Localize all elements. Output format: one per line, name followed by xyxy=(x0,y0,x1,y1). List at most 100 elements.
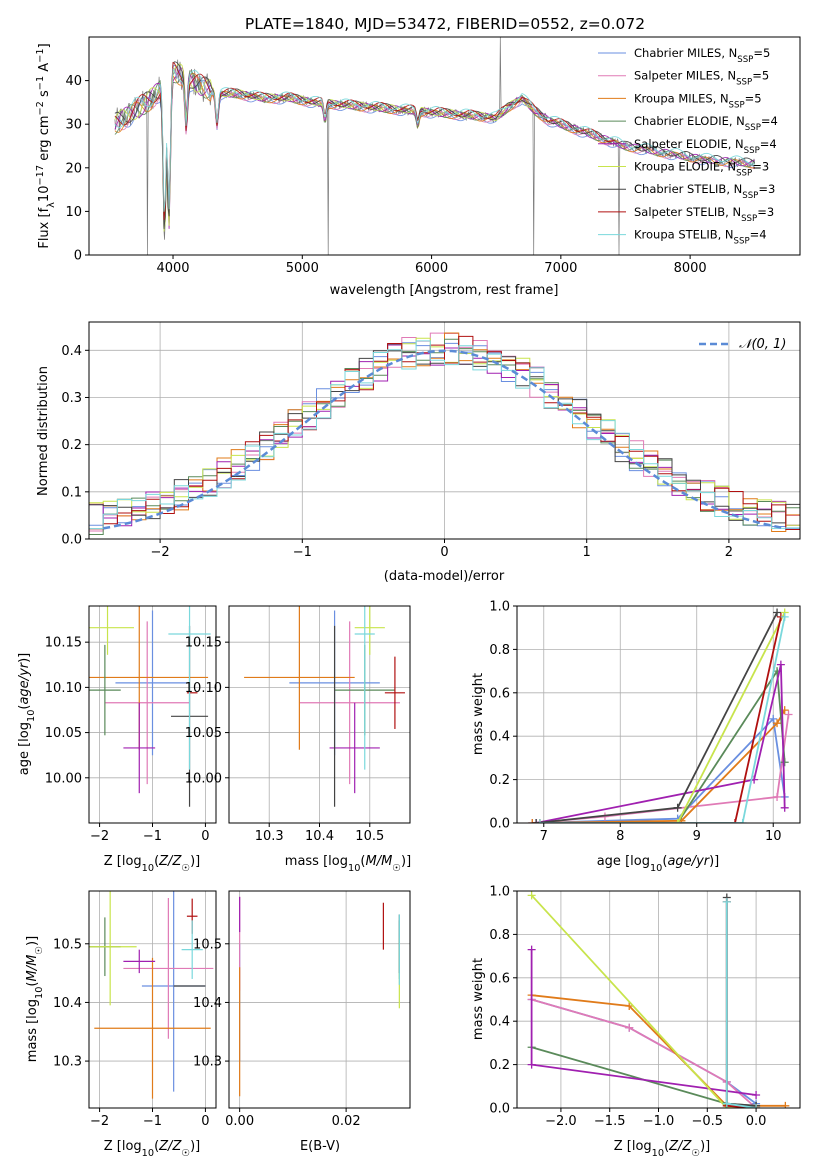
mass-weight-line xyxy=(531,998,757,1108)
x-axis-label: mass [log10(M/M☉)] xyxy=(285,854,411,874)
model-spectrum-line xyxy=(114,67,755,212)
mass-weight-line xyxy=(531,1046,757,1107)
y-tick-label: 0.6 xyxy=(489,971,510,986)
x-tick-label: −0.5 xyxy=(692,1114,724,1129)
x-axis-label: (data-model)/error xyxy=(384,569,505,584)
y-axis-label: age [log10(age/yr)] xyxy=(17,653,37,776)
y-tick-label: 0.4 xyxy=(489,730,510,745)
massweight-vs-Z-plot-area xyxy=(527,891,790,1108)
legend-label: Chabrier ELODIE, NSSP=4 xyxy=(634,114,778,133)
x-tick-label: −2 xyxy=(151,545,170,560)
x-tick-label: 10.4 xyxy=(305,829,334,844)
model-spectrum-line xyxy=(114,63,534,232)
mass-vs-Z-plot-area xyxy=(89,891,214,1099)
data-point-marker xyxy=(527,945,536,954)
data-point-marker xyxy=(780,803,789,812)
x-tick-label: 5000 xyxy=(286,261,319,276)
axes-frame xyxy=(228,605,411,824)
legend-label: 𝒩(0, 1) xyxy=(739,337,786,352)
y-tick-label: 0.8 xyxy=(489,643,510,658)
model-spectrum-line xyxy=(114,61,616,220)
axes-frame xyxy=(88,605,217,824)
massweight-vs-age-plot-area xyxy=(528,608,793,823)
y-tick-label: 10.4 xyxy=(53,996,82,1011)
y-tick-label: 10.10 xyxy=(45,681,82,696)
residuals-plot-area xyxy=(89,332,800,535)
x-tick-label: 10.3 xyxy=(255,829,284,844)
y-tick-label: 10.4 xyxy=(193,996,222,1011)
y-tick-label: 10.3 xyxy=(53,1055,82,1070)
mass-weight-line xyxy=(535,664,786,823)
data-point-marker xyxy=(730,819,739,823)
data-point-marker xyxy=(776,660,785,669)
x-tick-label: −1 xyxy=(143,1114,162,1129)
y-axis-label: Normed distribution xyxy=(36,366,51,496)
x-tick-label: 0.0 xyxy=(746,1114,767,1129)
age-vs-mass-axes: 10.3 10.4 10.5 10.00 10.05 10.10 10.15 mass [lo… xyxy=(185,605,411,874)
mass-weight-line xyxy=(532,714,790,823)
age-vs-Z-axes: −2 −1 0 10.00 10.05 10.10 10.15 Z [log10(Z/Z☉)]… xyxy=(17,605,217,874)
residuals-axes: −2 −1 0 1 2 0.0 0.1 0.2 0.3 0.4 𝒩(0, 1) (data-model… xyxy=(36,321,801,584)
data-point-marker xyxy=(535,819,544,823)
mass-weight-line xyxy=(539,616,782,823)
mass-weight-line xyxy=(725,897,757,1107)
legend-label: Chabrier STELIB, NSSP=3 xyxy=(634,182,775,201)
axes-frame xyxy=(88,321,801,540)
x-tick-label: −2 xyxy=(90,829,109,844)
spectrum-axes: 4000 5000 6000 7000 8000 0 10 20 30 40 Chabrier MI… xyxy=(35,36,801,298)
data-point-marker xyxy=(773,719,782,728)
x-axis-label: age [log10(age/yr)] xyxy=(597,854,720,874)
mass-weight-line xyxy=(725,901,757,1108)
data-point-marker xyxy=(722,897,731,906)
data-point-marker xyxy=(752,1090,761,1099)
histogram-step xyxy=(89,335,800,530)
histogram-step xyxy=(89,340,800,530)
data-point-marker xyxy=(780,758,789,767)
gaussian-reference-line xyxy=(102,349,787,530)
y-tick-label: 0.0 xyxy=(61,533,82,548)
legend-label: Salpeter STELIB, NSSP=3 xyxy=(634,205,774,224)
data-point-marker xyxy=(625,1002,634,1011)
massweight-vs-age-axes: 7 8 9 10 0.0 0.2 0.4 0.6 0.8 1.0 age [log10(age/yr… xyxy=(471,600,801,874)
data-point-marker xyxy=(625,1023,634,1032)
y-tick-label: 10.5 xyxy=(53,937,82,952)
mass-weight-line xyxy=(530,949,757,1096)
mass-vs-EBV-axes: 0.00 0.02 10.3 10.4 10.5 E(B-V) xyxy=(193,890,411,1154)
x-tick-label: 7000 xyxy=(544,261,577,276)
y-tick-label: 10.5 xyxy=(193,937,222,952)
x-tick-label: 0.00 xyxy=(225,1114,254,1129)
legend-label: Chabrier MILES, NSSP=5 xyxy=(634,46,770,65)
y-tick-label: 0.4 xyxy=(489,1015,510,1030)
data-point-marker xyxy=(752,1104,761,1108)
age-vs-mass-plot-area xyxy=(244,606,405,807)
mass-vs-EBV-plot-area xyxy=(239,896,400,1097)
mass-weight-line xyxy=(536,668,786,823)
y-axis-label: mass [log10(M/M☉)] xyxy=(25,936,45,1062)
y-tick-label: 10.00 xyxy=(185,771,222,786)
x-tick-label: 0 xyxy=(201,1114,209,1129)
x-tick-label: −2.0 xyxy=(545,1114,577,1129)
axes-frame xyxy=(516,605,801,824)
x-tick-label: 9 xyxy=(693,829,701,844)
y-tick-label: 0.2 xyxy=(489,773,510,788)
y-tick-label: 0.0 xyxy=(489,1102,510,1117)
x-axis-label: Z [log10(Z/Z☉)] xyxy=(104,854,201,874)
axes-frame xyxy=(228,890,411,1109)
mass-weight-line xyxy=(530,894,757,1108)
x-tick-label: 0.02 xyxy=(332,1114,361,1129)
model-spectrum-line xyxy=(114,70,756,224)
data-point-marker xyxy=(738,819,747,823)
y-tick-label: 30 xyxy=(65,118,82,133)
y-tick-label: 10.05 xyxy=(185,726,222,741)
y-tick-label: 0.2 xyxy=(489,1058,510,1073)
y-tick-label: 0.8 xyxy=(489,928,510,943)
axes-frame xyxy=(88,36,801,256)
y-tick-label: 0.1 xyxy=(61,485,82,500)
x-tick-label: −1 xyxy=(293,545,312,560)
legend-label: Salpeter ELODIE, NSSP=4 xyxy=(634,137,777,156)
y-tick-label: 10.05 xyxy=(45,726,82,741)
legend-label: Kroupa MILES, NSSP=5 xyxy=(634,91,762,110)
legend-label: Kroupa ELODIE, NSSP=3 xyxy=(634,160,769,179)
x-tick-label: 1 xyxy=(583,545,591,560)
